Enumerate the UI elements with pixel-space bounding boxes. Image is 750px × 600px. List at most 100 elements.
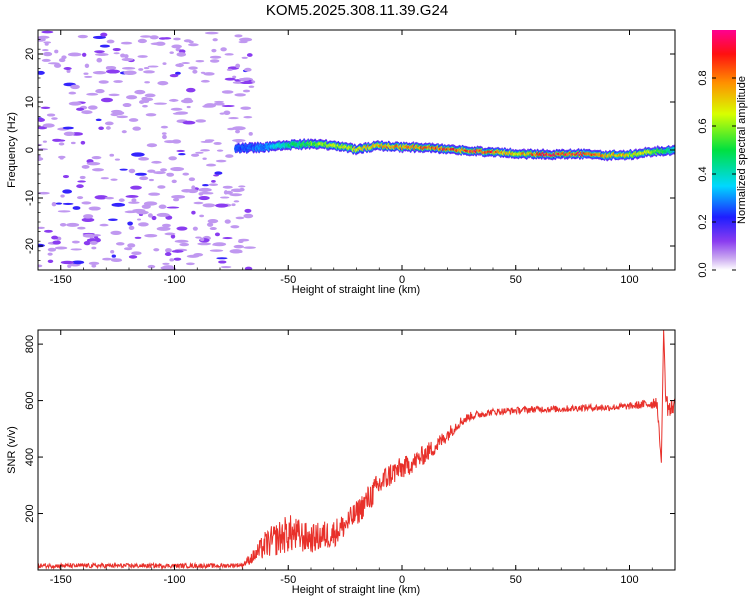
noise-blob <box>153 248 160 252</box>
noise-blob <box>191 210 196 215</box>
snr-line <box>38 330 675 570</box>
noise-blob <box>99 44 110 48</box>
noise-blob <box>161 223 171 228</box>
noise-blob <box>238 185 246 188</box>
noise-blob <box>246 53 253 57</box>
colorbar-label: Normalized spectral amplitude <box>736 76 748 224</box>
noise-blob <box>38 70 45 75</box>
noise-blob <box>142 104 148 108</box>
noise-blob <box>214 100 224 104</box>
noise-blob <box>148 178 154 182</box>
noise-blob <box>207 218 219 224</box>
noise-blob <box>204 139 215 142</box>
noise-blob <box>182 120 196 125</box>
noise-blob <box>218 260 227 264</box>
colorbar-gradient <box>712 30 736 270</box>
noise-blob <box>110 178 118 181</box>
noise-blob <box>100 177 109 180</box>
noise-blob <box>235 129 240 134</box>
noise-blob <box>211 48 217 53</box>
noise-blob <box>205 163 217 167</box>
noise-blob <box>157 185 166 189</box>
noise-blob <box>76 107 85 111</box>
noise-blob <box>43 229 53 233</box>
noise-blob <box>134 172 147 176</box>
noise-blob <box>128 168 136 174</box>
noise-blob <box>146 143 158 148</box>
noise-blob <box>191 185 196 190</box>
x-tick-label: -150 <box>50 274 72 286</box>
noise-blob <box>113 80 123 83</box>
noise-blob <box>140 35 152 38</box>
snr-x-ticks: -150 -100 -50 0 50 100 <box>37 330 676 586</box>
noise-blob <box>235 216 245 220</box>
y-tick-label: 10 <box>24 96 36 108</box>
noise-blob <box>235 63 241 69</box>
noise-blob <box>209 249 224 252</box>
noise-blob <box>125 95 138 100</box>
noise-blob <box>59 156 64 160</box>
noise-blob <box>137 38 147 44</box>
noise-blob <box>144 234 158 238</box>
noise-blob <box>201 184 209 187</box>
noise-blob <box>77 34 88 39</box>
noise-blob <box>145 113 157 117</box>
noise-blob <box>38 156 44 162</box>
noise-blob <box>96 57 103 63</box>
noise-blob <box>232 126 246 131</box>
noise-blob <box>80 140 86 145</box>
colorbar-tick-label: 0.6 <box>697 118 709 133</box>
noise-blob <box>56 139 66 142</box>
noise-blob <box>234 93 246 97</box>
noise-blob <box>244 208 252 213</box>
noise-blob <box>93 236 99 239</box>
noise-blob <box>63 67 72 70</box>
noise-blob <box>219 196 230 199</box>
x-tick-label: 50 <box>510 274 522 286</box>
noise-blob <box>118 198 125 202</box>
noise-blob <box>52 240 61 245</box>
noise-blob <box>106 39 115 44</box>
noise-blob <box>143 67 150 70</box>
noise-blob <box>166 172 175 177</box>
noise-blob <box>237 250 243 254</box>
noise-blob <box>156 226 171 231</box>
noise-blob <box>144 81 150 84</box>
noise-blob <box>128 225 135 231</box>
noise-blob <box>67 52 82 57</box>
noise-blob <box>104 196 115 200</box>
noise-blob <box>243 115 253 119</box>
spectrogram-x-ticks: -150 -100 -50 0 50 100 <box>37 30 676 286</box>
noise-blob <box>181 188 193 193</box>
noise-blob <box>209 59 220 63</box>
noise-blob <box>42 140 47 143</box>
noise-blob <box>98 126 104 131</box>
noise-blob <box>128 255 138 259</box>
noise-blob <box>182 172 190 176</box>
noise-blob <box>200 237 205 242</box>
noise-blob <box>169 258 175 262</box>
noise-blob <box>169 74 179 78</box>
noise-blob <box>215 203 229 208</box>
noise-blob <box>76 184 84 189</box>
noise-blob <box>223 190 228 195</box>
noise-blob <box>71 240 80 244</box>
noise-blob <box>211 179 216 183</box>
noise-blob <box>99 223 109 227</box>
noise-blob <box>238 77 250 82</box>
noise-blob <box>248 85 255 88</box>
noise-blob <box>98 80 109 84</box>
noise-blob <box>121 57 134 62</box>
noise-blob <box>192 69 198 74</box>
noise-blob <box>87 105 98 110</box>
noise-blob <box>188 40 194 44</box>
noise-blob <box>128 201 140 204</box>
noise-blob <box>213 141 222 145</box>
noise-blob <box>148 192 161 196</box>
noise-blob <box>141 97 154 102</box>
noise-blob <box>100 97 113 103</box>
noise-blob <box>173 257 182 261</box>
noise-blob <box>233 244 244 249</box>
noise-blob <box>62 189 73 194</box>
